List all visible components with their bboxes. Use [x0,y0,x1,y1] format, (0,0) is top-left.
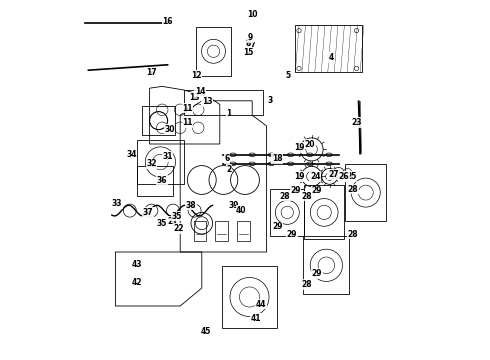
Text: 10: 10 [247,10,257,19]
Text: 7: 7 [249,42,255,51]
Text: 27: 27 [328,170,339,179]
Bar [237,221,250,241]
Text: 14: 14 [195,87,205,96]
Bar [221,266,277,328]
Text: 3: 3 [268,96,273,105]
Text: 11: 11 [182,104,193,113]
Text: 12: 12 [191,71,202,80]
Text: 36: 36 [157,176,168,185]
Text: 28: 28 [348,185,358,194]
Text: 31: 31 [162,152,173,161]
Text: 35: 35 [157,219,168,228]
Bar [345,164,387,221]
Bar [304,185,344,239]
Text: 21: 21 [168,217,178,226]
Text: 5: 5 [286,71,291,80]
Text: 23: 23 [351,118,362,127]
Text: 9: 9 [248,33,253,42]
Text: 22: 22 [173,224,184,233]
Text: 20: 20 [305,140,315,149]
Text: 8: 8 [246,39,251,48]
Text: 25: 25 [346,172,356,181]
Text: 29: 29 [272,222,283,231]
Bar [143,106,175,135]
Text: 35: 35 [172,212,182,220]
Text: 18: 18 [272,154,283,163]
Bar [295,25,362,72]
Text: 34: 34 [126,150,137,159]
Text: 40: 40 [236,206,246,215]
Text: 29: 29 [290,186,301,195]
Text: 45: 45 [200,327,211,336]
Text: 29: 29 [312,269,322,278]
Text: 13: 13 [202,97,213,106]
Text: 39: 39 [229,201,240,210]
Text: 15: 15 [244,48,254,57]
Bar [137,140,184,184]
Text: 43: 43 [132,260,142,269]
Bar [194,221,206,241]
Text: 24: 24 [310,172,320,181]
Text: 17: 17 [146,68,157,77]
Text: 26: 26 [339,172,349,181]
Text: 29: 29 [312,186,322,195]
Bar [303,236,349,294]
Text: 28: 28 [348,230,358,239]
Bar [196,27,231,76]
Text: 42: 42 [132,278,142,287]
Text: 6: 6 [224,154,230,163]
Bar [270,189,304,236]
Text: 32: 32 [146,159,157,168]
Text: 29: 29 [287,230,297,239]
Bar [137,166,173,196]
Text: 11: 11 [182,118,193,127]
Text: 38: 38 [186,201,196,210]
Text: 28: 28 [279,192,290,201]
Text: 2: 2 [226,165,231,174]
Text: 44: 44 [256,300,267,309]
Text: 33: 33 [112,199,122,208]
Text: 28: 28 [302,192,312,201]
Text: 16: 16 [162,17,173,26]
Text: 19: 19 [294,143,304,152]
Text: 30: 30 [164,125,174,134]
Text: 28: 28 [302,280,312,289]
Text: 41: 41 [250,314,261,323]
Bar [215,221,228,241]
Text: 4: 4 [329,53,334,62]
Text: 1: 1 [226,109,231,118]
Text: 13: 13 [189,93,200,102]
Text: 19: 19 [294,172,304,181]
Text: 37: 37 [143,208,153,217]
